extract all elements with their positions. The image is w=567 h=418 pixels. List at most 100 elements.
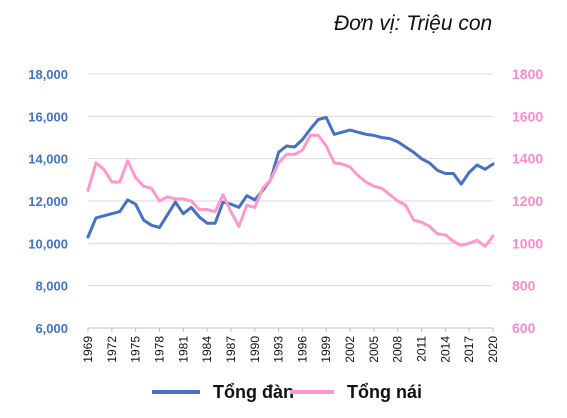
- data-point: [436, 232, 439, 236]
- x-tick-label: 2008: [391, 336, 405, 363]
- data-point: [325, 116, 328, 119]
- data-point: [491, 234, 495, 238]
- left-tick-label: 6,000: [35, 321, 68, 336]
- legend: Tổng đàn Tổng nái: [152, 382, 422, 402]
- data-point: [467, 242, 471, 245]
- data-point: [460, 182, 463, 186]
- right-tick-label: 1800: [512, 66, 543, 82]
- data-point: [142, 218, 145, 222]
- series-line-tong-dan: [86, 115, 495, 239]
- left-tick-label: 14,000: [28, 152, 68, 167]
- data-point: [213, 222, 217, 225]
- data-point: [94, 161, 98, 165]
- data-point: [86, 235, 90, 239]
- data-point: [182, 212, 185, 215]
- data-point: [348, 165, 352, 169]
- data-point: [309, 127, 312, 131]
- data-point: [213, 210, 217, 213]
- data-point: [253, 198, 256, 202]
- x-tick-label: 1990: [248, 336, 262, 363]
- data-point: [197, 215, 201, 219]
- data-point: [372, 134, 376, 137]
- data-point: [396, 199, 399, 203]
- data-point: [94, 216, 98, 220]
- data-point: [102, 214, 106, 218]
- data-point: [102, 168, 106, 171]
- data-point: [348, 128, 352, 132]
- right-tick-label: 1600: [512, 108, 543, 124]
- data-point: [285, 153, 288, 156]
- data-point: [150, 187, 153, 190]
- data-point: [174, 197, 177, 201]
- x-tick-label: 1993: [272, 336, 286, 363]
- data-point: [309, 134, 312, 137]
- left-tick-label: 8,000: [35, 279, 68, 294]
- data-point: [237, 206, 241, 209]
- data-point: [229, 202, 233, 206]
- data-point: [356, 131, 360, 134]
- data-point: [452, 240, 455, 243]
- right-tick-label: 600: [512, 320, 536, 336]
- data-point: [190, 206, 193, 209]
- data-point: [491, 162, 495, 166]
- data-point: [158, 199, 161, 203]
- data-point: [340, 131, 344, 134]
- data-point: [126, 159, 129, 162]
- data-point: [428, 225, 431, 228]
- data-point: [150, 224, 153, 227]
- data-point: [293, 145, 296, 149]
- left-y-axis: 6,000 8,000 10,000 12,000 14,000 16,000 18,000: [28, 67, 68, 336]
- legend-label-tong-nai: Tổng nái: [347, 382, 422, 402]
- data-point: [380, 187, 384, 190]
- data-point: [205, 222, 209, 225]
- x-tick-label: 2011: [415, 336, 429, 362]
- data-point: [412, 218, 415, 222]
- x-tick-label: 1996: [295, 336, 309, 363]
- unit-label: Đơn vị: Triệu con: [334, 12, 493, 35]
- gridlines: [88, 73, 493, 329]
- data-point: [372, 184, 376, 188]
- data-point: [277, 151, 280, 154]
- data-point: [396, 140, 399, 143]
- data-point: [301, 149, 304, 152]
- data-point: [118, 210, 121, 213]
- data-point: [483, 245, 487, 248]
- data-point: [190, 199, 193, 203]
- data-point: [380, 136, 384, 139]
- data-point: [229, 210, 233, 213]
- data-point: [475, 163, 479, 167]
- data-point: [126, 198, 129, 202]
- data-point: [436, 169, 439, 172]
- x-tick-label: 1969: [81, 336, 95, 363]
- series-layer: [86, 115, 495, 248]
- data-point: [340, 162, 344, 166]
- data-point: [261, 187, 264, 190]
- x-tick-label: 2002: [343, 336, 357, 363]
- data-point: [174, 200, 177, 204]
- data-point: [452, 172, 455, 175]
- data-point: [467, 171, 471, 174]
- x-axis: 1969 1972 1975 1978 1981 1984 1987 1990 1993 1996…: [81, 327, 500, 363]
- data-point: [404, 145, 407, 149]
- left-tick-label: 18,000: [28, 67, 68, 82]
- x-tick-label: 1984: [200, 336, 214, 363]
- right-y-axis: 600 800 1000 1200 1400 1600 1800: [512, 66, 543, 336]
- data-point: [237, 225, 241, 228]
- x-tick-label: 1972: [105, 336, 119, 363]
- data-point: [388, 137, 391, 140]
- data-point: [269, 178, 272, 182]
- data-point: [325, 144, 328, 148]
- data-point: [404, 204, 407, 207]
- x-tick-label: 1978: [152, 336, 166, 363]
- data-point: [444, 233, 447, 237]
- data-point: [205, 208, 209, 211]
- data-point: [86, 189, 90, 192]
- x-tick-label: 2005: [367, 336, 381, 363]
- data-point: [317, 134, 320, 137]
- left-tick-label: 12,000: [28, 194, 68, 209]
- data-point: [253, 206, 256, 209]
- data-point: [134, 176, 137, 179]
- data-point: [364, 180, 368, 184]
- data-point: [332, 161, 336, 165]
